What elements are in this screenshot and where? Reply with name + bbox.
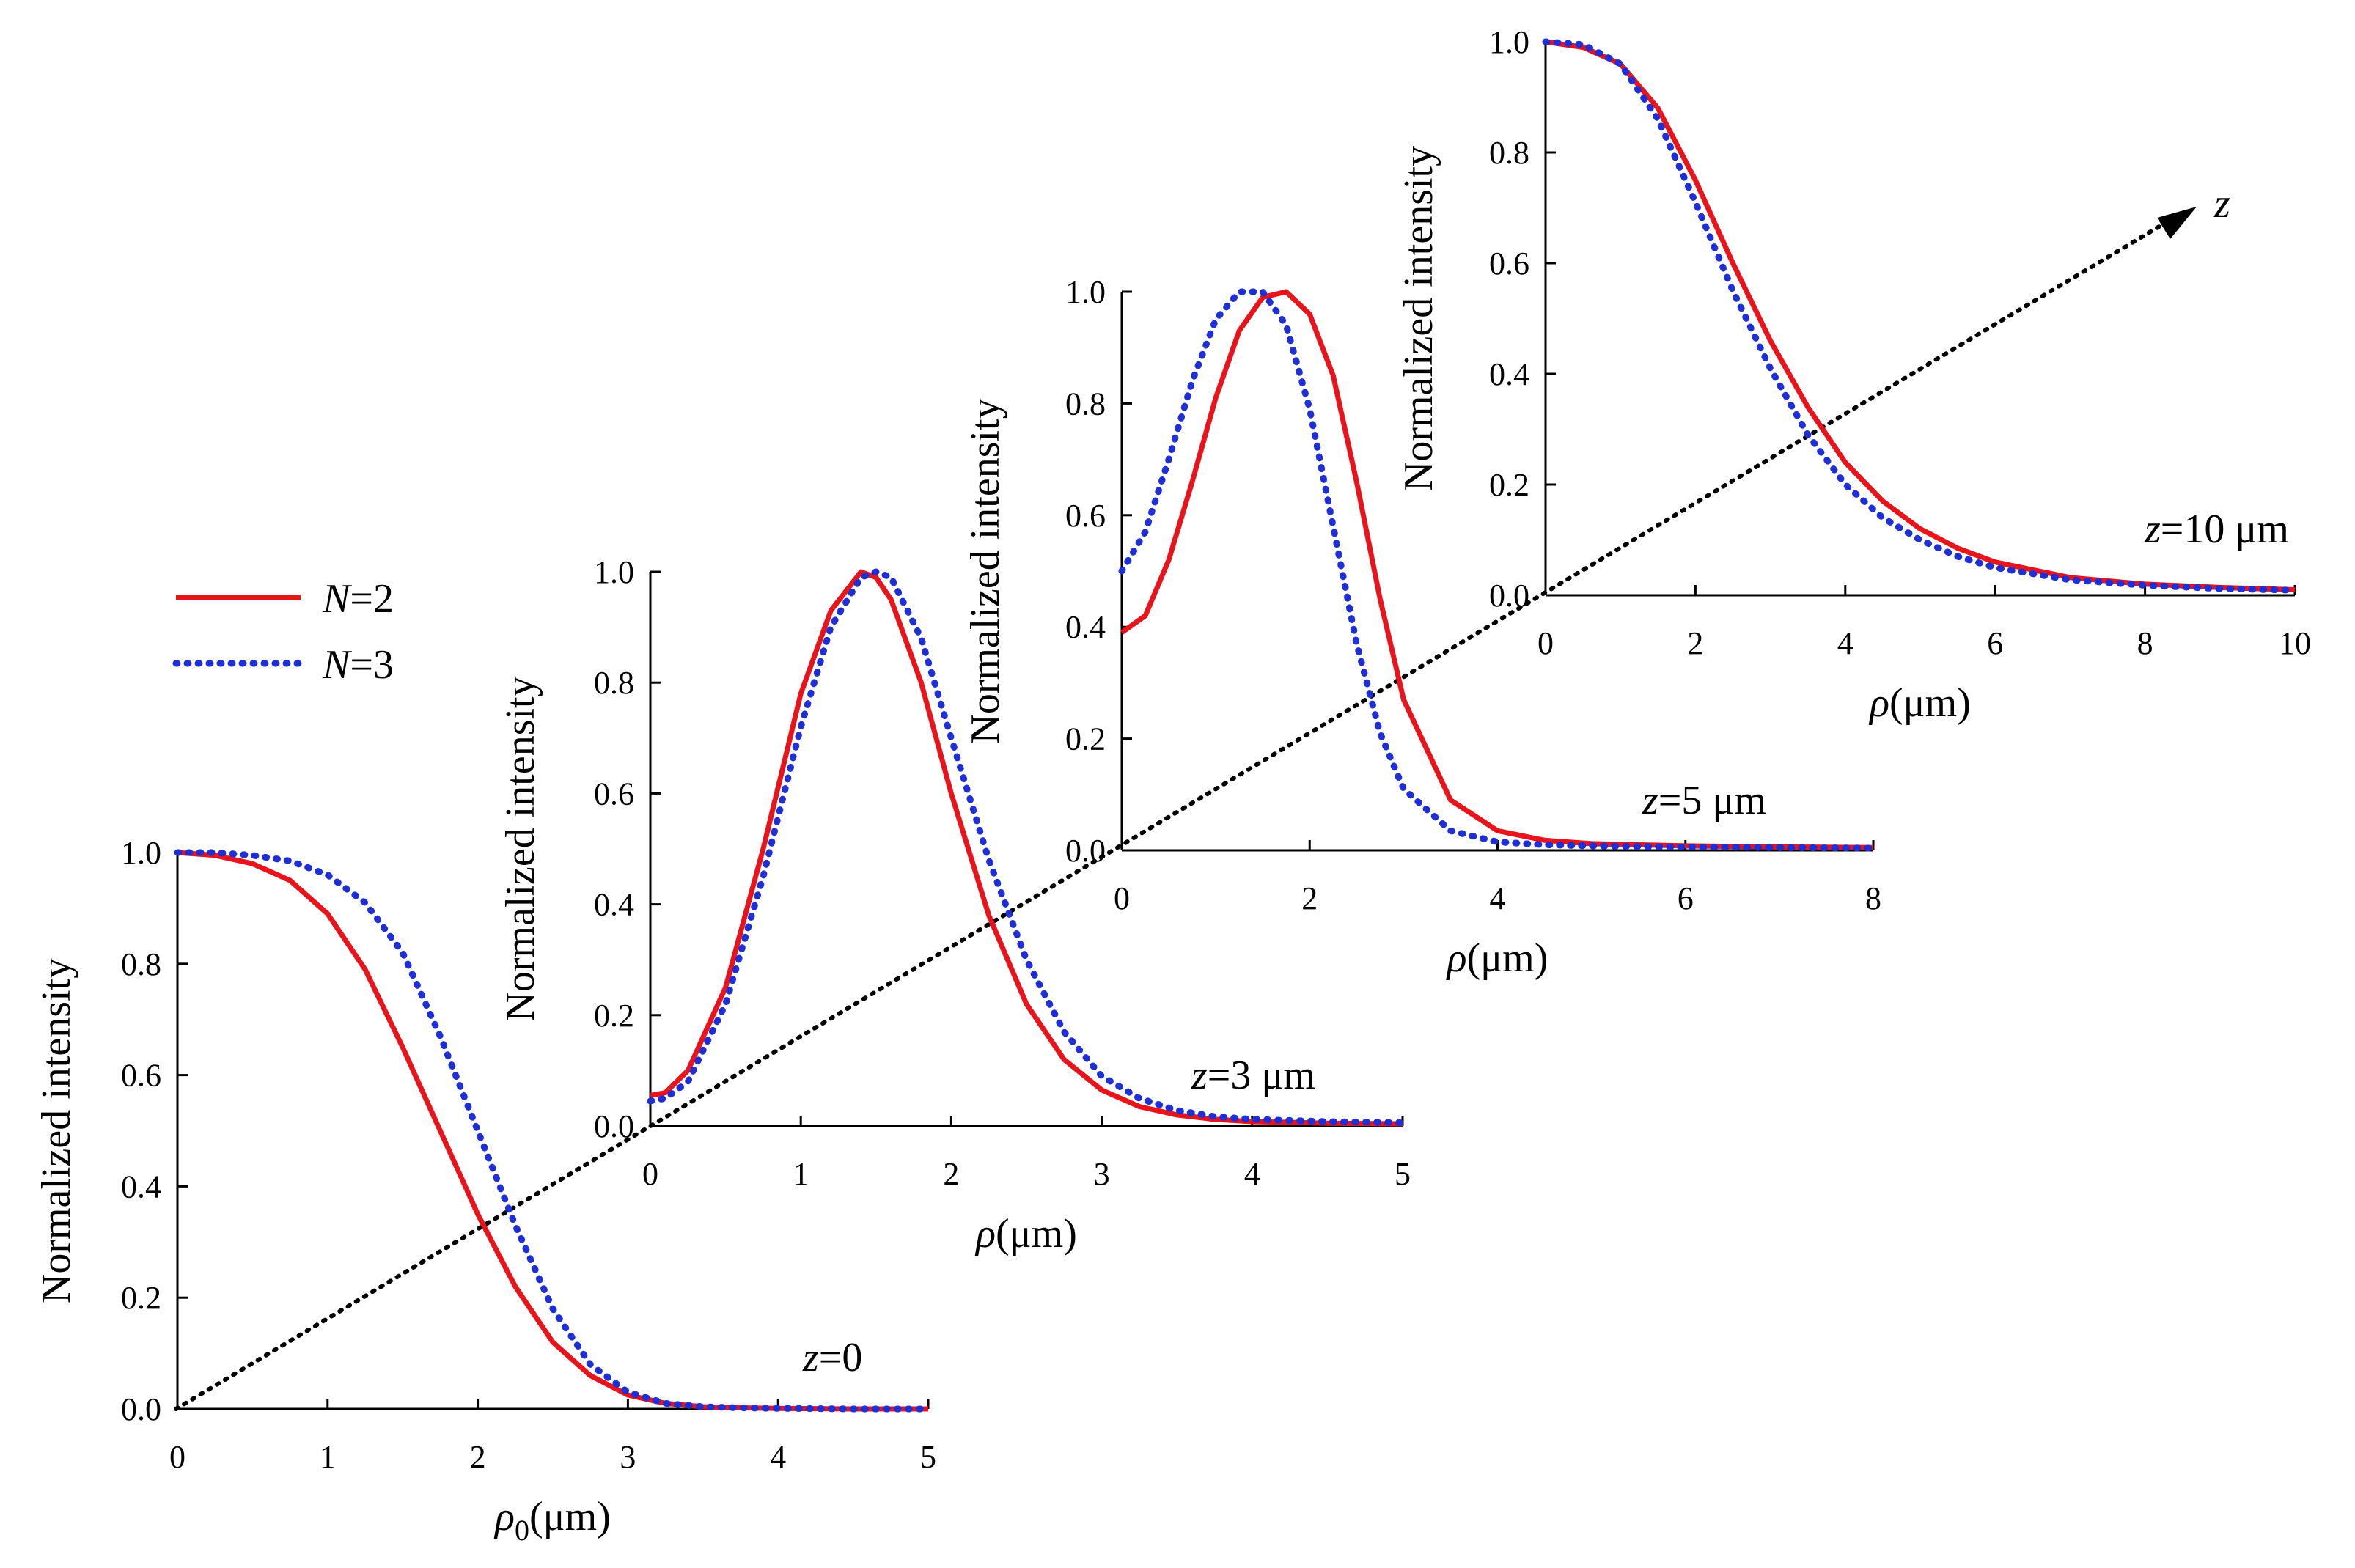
x-tick-label: 6: [1678, 880, 1694, 916]
series-n3-line: [174, 849, 932, 1413]
x-tick-label: 1: [793, 1156, 809, 1192]
y-tick-label: 0.8: [594, 665, 634, 701]
x-tick-label: 4: [770, 1439, 786, 1475]
x-axis-title: ρ(μm): [1868, 680, 1971, 726]
y-tick-label: 0.4: [1489, 356, 1529, 392]
y-tick-label: 0.2: [594, 998, 634, 1034]
x-axis-title: ρ0(μm): [493, 1494, 611, 1547]
x-tick-label: 0: [1114, 880, 1130, 916]
y-tick-label: 0.6: [1065, 498, 1106, 534]
panel-z3: 0.0 0.2 0.4 0.6 0.8 1.0 0 1 2 3 4 5 Normalized inten…: [498, 554, 1411, 1256]
z-axis: z: [174, 181, 2230, 1411]
y-tick-label: 1.0: [1065, 274, 1106, 310]
x-tick-label: 4: [1490, 880, 1506, 916]
x-tick-label: 2: [1301, 880, 1318, 916]
y-axis-title: Normalized intensity: [498, 676, 543, 1021]
z-axis-line: [174, 218, 2172, 1411]
legend-label-n3: N=3: [322, 642, 394, 688]
x-tick-label: 8: [1865, 880, 1881, 916]
y-tick-label: 0.4: [121, 1168, 161, 1204]
x-tick-label: 5: [920, 1439, 936, 1475]
y-axis-title: Normalized intensity: [34, 958, 79, 1303]
x-tick-label: 2: [943, 1156, 959, 1192]
panel-z0: 0.0 0.2 0.4 0.6 0.8 1.0 0 1 2 3 4 5 Normalized inten…: [34, 835, 936, 1547]
y-tick-label: 0.8: [1065, 386, 1106, 422]
x-tick-label: 2: [1687, 625, 1703, 661]
x-tick-label: 6: [1987, 625, 2003, 661]
panel-z10: 0.0 0.2 0.4 0.6 0.8 1.0 0 2 4 6 8 10 Normalized inte…: [1396, 24, 2311, 726]
y-tick-label: 0.0: [1489, 578, 1529, 614]
y-tick-label: 0.6: [1489, 246, 1529, 281]
panel-annotation: z=10 μm: [2144, 507, 2289, 552]
y-tick-label: 0.4: [1065, 609, 1106, 645]
x-tick-label: 0: [169, 1439, 185, 1475]
x-tick-label: 1: [320, 1439, 336, 1475]
y-tick-label: 0.0: [1065, 833, 1106, 869]
x-tick-label: 4: [1244, 1156, 1260, 1192]
y-tick-label: 1.0: [121, 835, 161, 871]
panel-z5: 0.0 0.2 0.4 0.6 0.8 1.0 0 2 4 6 8 Normalized intens…: [963, 274, 1881, 981]
y-axis-title: Normalized intensity: [1396, 146, 1441, 491]
series-n2-line: [177, 850, 928, 1412]
y-tick-label: 0.6: [594, 776, 634, 811]
x-tick-label: 10: [2279, 625, 2311, 661]
y-tick-label: 0.0: [121, 1391, 161, 1427]
x-tick-label: 4: [1837, 625, 1853, 661]
x-axis-title: ρ(μm): [974, 1211, 1077, 1256]
y-tick-label: 0.0: [594, 1108, 634, 1144]
panel-annotation: z=0: [802, 1335, 862, 1380]
y-tick-label: 0.2: [1489, 467, 1529, 503]
series-n3-line: [1118, 288, 1877, 852]
panel-annotation: z=3 μm: [1191, 1053, 1315, 1098]
z-axis-label: z: [2213, 181, 2230, 227]
y-axis-title: Normalized intensity: [963, 398, 1008, 743]
x-tick-label: 3: [620, 1439, 636, 1475]
y-tick-label: 0.8: [1489, 135, 1529, 171]
y-tick-label: 0.2: [121, 1280, 161, 1316]
x-tick-label: 0: [642, 1156, 658, 1192]
x-tick-label: 5: [1395, 1156, 1411, 1192]
series-n2-line: [650, 569, 1403, 1127]
y-tick-label: 0.6: [121, 1058, 161, 1094]
x-tick-label: 0: [1537, 625, 1554, 661]
legend: N=2 N=3: [172, 576, 394, 688]
y-tick-label: 0.2: [1065, 721, 1106, 757]
series-n2-line: [1545, 39, 2296, 592]
y-tick-label: 0.4: [594, 887, 634, 923]
x-tick-label: 3: [1094, 1156, 1110, 1192]
series-n3-line: [1542, 38, 2299, 594]
legend-label-n2: N=2: [322, 576, 394, 622]
y-tick-label: 1.0: [1489, 24, 1529, 60]
panel-annotation: z=5 μm: [1642, 778, 1766, 823]
x-tick-label: 8: [2137, 625, 2153, 661]
series-n3-line: [647, 568, 1406, 1126]
y-tick-label: 1.0: [594, 554, 634, 590]
y-tick-label: 0.8: [121, 946, 161, 982]
x-tick-label: 2: [470, 1439, 486, 1475]
panels: 0.0 0.2 0.4 0.6 0.8 1.0 0 1 2 3 4 5 Normalized inten…: [34, 24, 2311, 1547]
x-axis-title: ρ(μm): [1446, 935, 1548, 981]
z-axis-arrowhead: [2157, 207, 2197, 239]
